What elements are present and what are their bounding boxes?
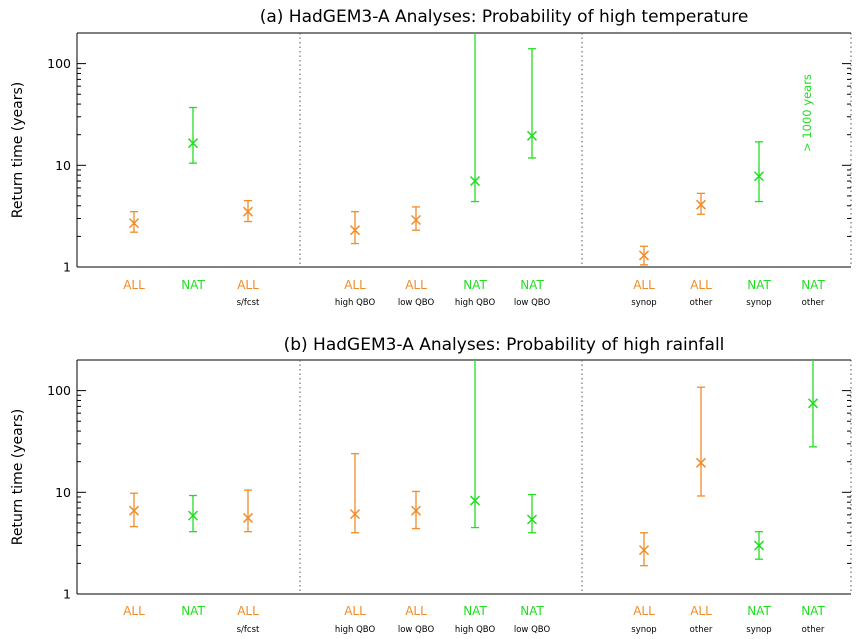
category-sublabel: s/fcst: [237, 625, 260, 635]
point-marker: [410, 214, 422, 226]
category-label: ALL: [344, 278, 366, 292]
y-tick-label: 1: [63, 260, 71, 275]
category-sublabel: synop: [631, 298, 656, 308]
point-marker: [807, 398, 819, 409]
y-axis-label: Return time (years): [10, 409, 26, 545]
point-marker: [526, 514, 538, 525]
y-tick-label: 1: [63, 587, 71, 602]
category-sublabel: other: [802, 625, 825, 635]
point-marker: [753, 540, 765, 551]
point-marker: [349, 225, 361, 236]
category-label: ALL: [633, 604, 655, 618]
point-marker: [638, 250, 650, 261]
point-marker: [638, 545, 650, 556]
chart-title: (a) HadGEM3-A Analyses: Probability of h…: [260, 7, 749, 27]
category-label: NAT: [463, 604, 487, 618]
point-marker: [753, 171, 765, 182]
y-tick-label: 10: [55, 485, 71, 500]
category-sublabel: s/fcst: [237, 298, 260, 308]
category-sublabel: low QBO: [514, 298, 551, 308]
point-marker: [349, 509, 361, 520]
point-marker: [187, 138, 199, 149]
category-label: ALL: [633, 278, 655, 292]
y-tick-label: 100: [47, 383, 71, 398]
category-label: ALL: [237, 604, 259, 618]
category-label: ALL: [690, 278, 712, 292]
category-label: ALL: [237, 278, 259, 292]
y-axis-label: Return time (years): [10, 82, 26, 218]
category-label: NAT: [181, 604, 205, 618]
panel-rainfall: (b) HadGEM3-A Analyses: Probability of h…: [10, 335, 852, 635]
category-label: ALL: [405, 278, 427, 292]
category-sublabel: synop: [746, 625, 771, 635]
point-marker: [242, 512, 254, 523]
point-marker: [128, 218, 140, 229]
category-sublabel: other: [690, 625, 713, 635]
y-tick-label: 10: [55, 158, 71, 173]
point-marker: [469, 495, 481, 506]
category-sublabel: synop: [746, 298, 771, 308]
category-sublabel: high QBO: [335, 625, 376, 635]
point-marker: [187, 510, 199, 521]
category-sublabel: other: [802, 298, 825, 308]
category-label: NAT: [463, 278, 487, 292]
point-marker: [242, 206, 254, 217]
category-label: NAT: [747, 278, 771, 292]
point-marker: [695, 199, 707, 210]
category-label: NAT: [181, 278, 205, 292]
point-marker: [469, 176, 481, 187]
category-label: ALL: [344, 604, 366, 618]
category-label: NAT: [801, 604, 825, 618]
category-label: NAT: [747, 604, 771, 618]
category-sublabel: other: [690, 298, 713, 308]
panel-temperature: (a) HadGEM3-A Analyses: Probability of h…: [10, 7, 852, 308]
category-sublabel: low QBO: [398, 298, 435, 308]
category-sublabel: low QBO: [398, 625, 435, 635]
category-label: NAT: [520, 604, 544, 618]
point-marker: [695, 457, 707, 468]
chart-title: (b) HadGEM3-A Analyses: Probability of h…: [284, 335, 725, 355]
y-tick-label: 100: [47, 56, 71, 71]
point-marker: [526, 130, 538, 141]
category-sublabel: low QBO: [514, 625, 551, 635]
category-sublabel: high QBO: [455, 298, 496, 308]
annotation-text: > 1000 years: [800, 74, 814, 152]
point-marker: [128, 505, 140, 516]
category-sublabel: synop: [631, 625, 656, 635]
category-sublabel: high QBO: [455, 625, 496, 635]
category-label: ALL: [405, 604, 427, 618]
point-marker: [410, 505, 422, 516]
category-label: ALL: [123, 278, 145, 292]
category-label: NAT: [520, 278, 544, 292]
category-label: NAT: [801, 278, 825, 292]
category-label: ALL: [690, 604, 712, 618]
category-label: ALL: [123, 604, 145, 618]
category-sublabel: high QBO: [335, 298, 376, 308]
